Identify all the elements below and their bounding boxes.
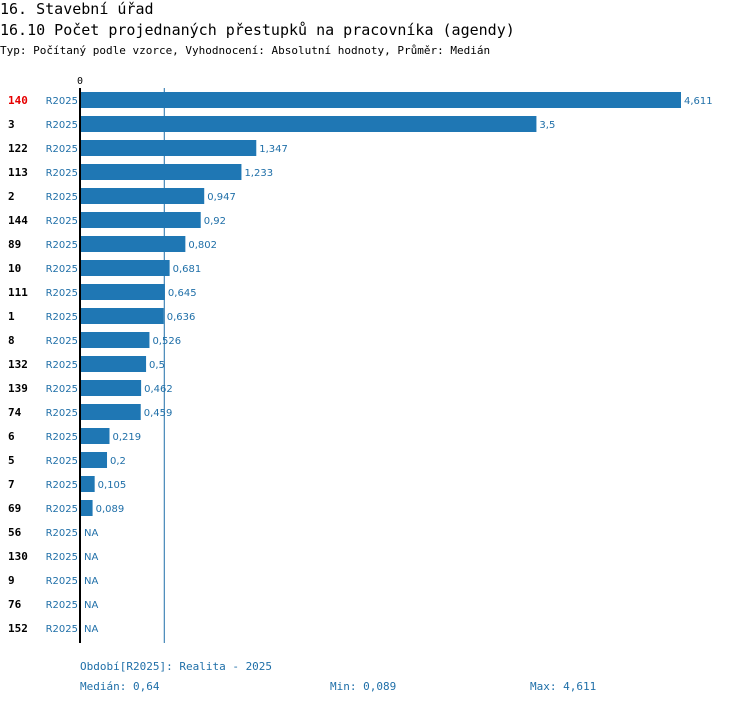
bar (81, 500, 93, 516)
series-label: R2025 (46, 408, 78, 419)
category-label: 152 (8, 622, 28, 635)
series-label: R2025 (46, 144, 78, 155)
series-label: R2025 (46, 216, 78, 227)
series-label: R2025 (46, 504, 78, 515)
indicator-title: 16.10 Počet projednaných přestupků na pr… (0, 21, 515, 39)
category-label: 144 (8, 214, 28, 227)
series-label: R2025 (46, 552, 78, 563)
category-label: 76 (8, 598, 22, 611)
series-label: R2025 (46, 240, 78, 251)
bar (81, 212, 201, 228)
value-label: NA (84, 600, 98, 611)
value-label: 4,611 (684, 96, 713, 107)
bar (81, 164, 242, 180)
bar (81, 308, 164, 324)
category-label: 74 (8, 406, 22, 419)
value-label: NA (84, 552, 98, 563)
value-label: 0,636 (167, 312, 196, 323)
value-label: 1,233 (244, 168, 273, 179)
series-label: R2025 (46, 168, 78, 179)
category-label: 56 (8, 526, 22, 539)
bar (81, 284, 165, 300)
footer-median: Medián: 0,64 (80, 680, 160, 693)
value-label: 1,347 (259, 144, 288, 155)
series-label: R2025 (46, 192, 78, 203)
category-label: 113 (8, 166, 28, 179)
category-label: 111 (8, 286, 28, 299)
bar (81, 92, 681, 108)
footer-period: Období[R2025]: Realita - 2025 (80, 660, 273, 673)
bar (81, 380, 142, 396)
bar (81, 188, 205, 204)
series-label: R2025 (46, 336, 78, 347)
category-label: 132 (8, 358, 28, 371)
category-label: 130 (8, 550, 28, 563)
series-label: R2025 (46, 576, 78, 587)
bar (81, 404, 141, 420)
bar (81, 260, 170, 276)
value-label: NA (84, 576, 98, 587)
value-label: 3,5 (539, 120, 555, 131)
category-label: 69 (8, 502, 21, 515)
bar (81, 236, 186, 252)
series-label: R2025 (46, 264, 78, 275)
value-label: 0,681 (173, 264, 202, 275)
series-label: R2025 (46, 432, 78, 443)
value-label: NA (84, 624, 98, 635)
category-label: 122 (8, 142, 28, 155)
bar (81, 332, 150, 348)
category-label: 1 (8, 310, 15, 323)
value-label: 0,089 (96, 504, 125, 515)
bar (81, 428, 110, 444)
bar (81, 140, 257, 156)
category-label: 8 (8, 334, 15, 347)
bar (81, 476, 95, 492)
series-label: R2025 (46, 360, 78, 371)
category-label: 9 (8, 574, 15, 587)
category-label: 7 (8, 478, 15, 491)
value-label: 0,462 (144, 384, 173, 395)
footer-max: Max: 4,611 (530, 680, 597, 693)
value-label: 0,105 (98, 480, 127, 491)
series-label: R2025 (46, 120, 78, 131)
value-label: 0,92 (204, 216, 226, 227)
series-label: R2025 (46, 456, 78, 467)
value-label: 0,947 (207, 192, 236, 203)
series-label: R2025 (46, 96, 78, 107)
value-label: 0,5 (149, 360, 165, 371)
category-label: 6 (8, 430, 15, 443)
series-label: R2025 (46, 288, 78, 299)
category-label: 5 (8, 454, 15, 467)
category-label: 140 (8, 94, 28, 107)
category-label: 89 (8, 238, 21, 251)
value-label: NA (84, 528, 98, 539)
value-label: 0,645 (168, 288, 197, 299)
series-label: R2025 (46, 312, 78, 323)
series-label: R2025 (46, 384, 78, 395)
bar (81, 116, 537, 132)
series-label: R2025 (46, 624, 78, 635)
section-title: 16. Stavební úřad (0, 0, 154, 18)
footer-min: Min: 0,089 (330, 680, 397, 693)
category-label: 3 (8, 118, 15, 131)
category-label: 2 (8, 190, 15, 203)
series-label: R2025 (46, 480, 78, 491)
bar (81, 356, 147, 372)
bar (81, 452, 108, 468)
category-label: 10 (8, 262, 21, 275)
series-label: R2025 (46, 528, 78, 539)
value-label: 0,802 (188, 240, 217, 251)
category-label: 139 (8, 382, 28, 395)
indicator-meta: Typ: Počítaný podle vzorce, Vyhodnocení:… (0, 44, 491, 57)
axis-zero-label: 0 (77, 76, 83, 87)
series-label: R2025 (46, 600, 78, 611)
value-label: 0,459 (144, 408, 173, 419)
value-label: 0,526 (152, 336, 181, 347)
value-label: 0,2 (110, 456, 126, 467)
value-label: 0,219 (112, 432, 141, 443)
